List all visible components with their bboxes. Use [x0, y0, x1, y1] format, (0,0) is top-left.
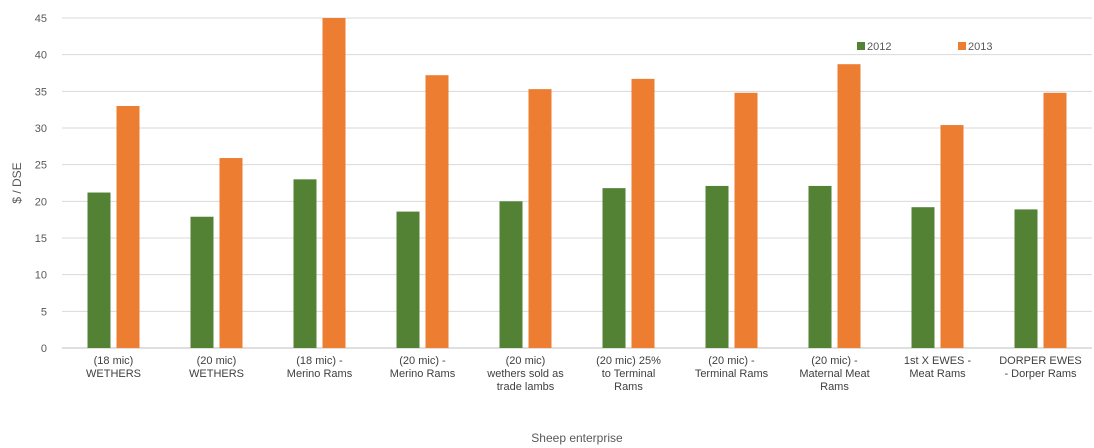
- y-tick-label: 40: [35, 50, 47, 62]
- x-category-label: (18 mic) -Merino Rams: [287, 355, 353, 380]
- y-tick-label: 10: [35, 270, 47, 282]
- x-category-label: (20 mic) 25% to Terminal Rams: [596, 355, 661, 393]
- legend-label-2013: 2013: [968, 41, 992, 53]
- bar-2013: [219, 158, 243, 348]
- bar-2013: [631, 78, 655, 348]
- bar-2012: [602, 188, 626, 348]
- y-tick-label: 0: [41, 343, 47, 355]
- y-tick-label: 5: [41, 306, 47, 318]
- y-axis-title: $ / DSE: [10, 162, 24, 203]
- bar-2012: [705, 185, 729, 348]
- bar-2012: [808, 185, 832, 348]
- bars: [87, 18, 1067, 348]
- bar-2013: [528, 89, 552, 348]
- x-category-label: DORPER EWES - Dorper Rams: [999, 355, 1082, 380]
- bar-2012: [293, 179, 317, 348]
- bar-2012: [87, 192, 111, 348]
- y-tick-label: 45: [35, 13, 47, 25]
- bar-2012: [190, 216, 214, 348]
- gridlines: [62, 17, 1092, 349]
- y-tick-label: 30: [35, 123, 47, 135]
- bar-2012: [499, 201, 523, 348]
- x-category-label: (20 mic) -Maternal Meat Rams: [799, 355, 869, 393]
- bar-2013: [322, 18, 346, 348]
- x-category-label: (18 mic) WETHERS: [86, 355, 141, 380]
- bar-2013: [940, 125, 964, 348]
- bar-2012: [911, 207, 935, 348]
- y-tick-label: 25: [35, 160, 47, 172]
- bar-2013: [837, 64, 861, 348]
- y-tick-label: 35: [35, 86, 47, 98]
- bar-2013: [116, 106, 140, 348]
- legend-swatch-2012: [857, 42, 865, 50]
- bar-2012: [1014, 209, 1038, 348]
- x-category-label: (20 mic) wethers sold as trade lambs: [486, 355, 564, 393]
- y-axis-ticks: 0 5 10 15 20 25 30 35 40 45: [35, 13, 47, 355]
- bar-2013: [1043, 92, 1067, 348]
- y-tick-label: 20: [35, 196, 47, 208]
- bar-2012: [396, 211, 420, 348]
- x-category-label: (20 mic) WETHERS: [189, 355, 244, 380]
- legend: 2012 2013: [857, 41, 992, 53]
- x-axis-category-labels: (18 mic) WETHERS (20 mic) WETHERS (18 mic) -…: [86, 355, 1082, 393]
- y-tick-label: 15: [35, 233, 47, 245]
- x-category-label: 1st X EWES -Meat Rams: [904, 355, 972, 380]
- legend-label-2012: 2012: [867, 41, 891, 53]
- bar-2013: [425, 75, 449, 348]
- x-axis-title: Sheep enterprise: [531, 431, 623, 445]
- x-category-label: (20 mic) -Merino Rams: [390, 355, 456, 380]
- x-category-label: (20 mic) -Terminal Rams: [695, 355, 769, 380]
- bar-2013: [734, 92, 758, 348]
- legend-swatch-2013: [958, 42, 966, 50]
